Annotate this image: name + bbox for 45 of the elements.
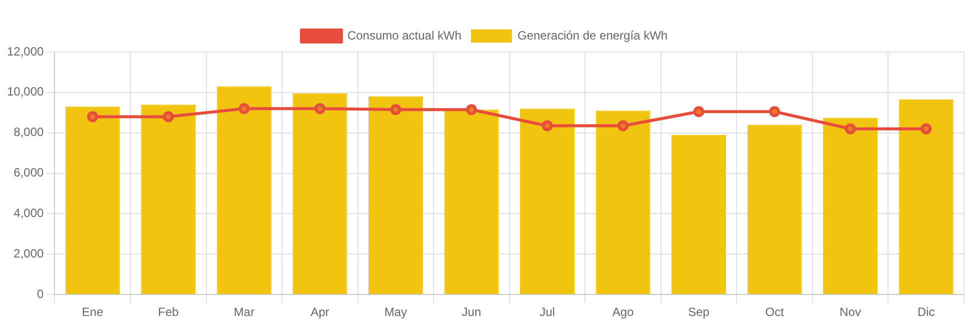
bar	[141, 104, 196, 294]
bar	[444, 110, 499, 294]
bar	[672, 134, 726, 294]
point	[87, 111, 98, 122]
point	[844, 123, 856, 134]
point	[693, 106, 704, 118]
x-tick-label: Jun	[462, 305, 482, 320]
legend-label: Consumo actual kWh	[347, 28, 462, 42]
x-tick-label: Jul	[540, 305, 555, 320]
y-tick-label: 8,000	[14, 125, 44, 140]
x-tick-label: Oct	[765, 305, 785, 320]
y-tick-label: 6,000	[14, 166, 44, 180]
x-tick-label: Sep	[688, 305, 710, 320]
bar	[747, 124, 802, 294]
x-tick-label: Apr	[310, 305, 330, 320]
y-tick-label: 4,000	[14, 206, 44, 220]
legend-label: Generación de energía kWh	[517, 28, 668, 42]
x-tick-label: May	[384, 305, 408, 320]
point	[618, 120, 629, 132]
point	[314, 103, 326, 114]
x-tick-label: Ene	[82, 305, 104, 320]
bar	[823, 118, 878, 294]
point	[769, 106, 780, 118]
y-tick-label: 2,000	[14, 246, 44, 260]
point	[466, 104, 477, 116]
point	[920, 123, 932, 134]
point	[390, 104, 402, 116]
x-tick-label: Dic	[917, 305, 935, 320]
x-tick-label: Nov	[840, 305, 862, 320]
bar	[216, 86, 272, 294]
x-tick-label: Mar	[234, 305, 254, 320]
bar	[898, 100, 954, 294]
point	[238, 103, 250, 114]
x-tick-label: Ago	[612, 305, 634, 320]
bar	[368, 96, 423, 294]
bar	[520, 108, 575, 294]
y-tick-label: 0	[37, 286, 44, 301]
bar	[292, 93, 348, 294]
x-tick-label: Feb	[158, 305, 180, 320]
bar	[65, 106, 120, 294]
point	[542, 120, 553, 132]
y-tick-label: 10,000	[7, 84, 44, 99]
point	[162, 111, 174, 122]
bar	[596, 110, 650, 294]
y-tick-label: 12,000	[7, 44, 44, 58]
